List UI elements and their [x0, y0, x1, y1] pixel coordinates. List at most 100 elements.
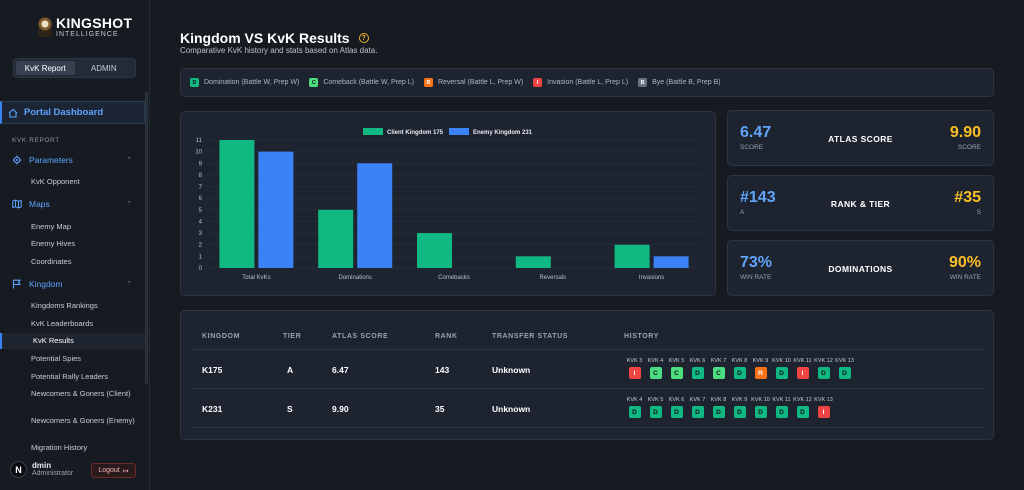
sidebar-group-parameters[interactable]: Parameters ⌃	[12, 155, 132, 165]
history-result-badge[interactable]: C	[712, 367, 725, 379]
enemy-rank: #35	[954, 189, 981, 206]
brand-subtitle: INTELLIGENCE	[56, 31, 119, 38]
help-icon[interactable]: ?	[358, 33, 369, 43]
home-icon	[8, 108, 18, 118]
sidebar-item-potential-spies[interactable]: Potential Spies	[31, 354, 82, 363]
history-kvk-label: KVK 3	[626, 358, 643, 364]
history-result-badge[interactable]: I	[817, 406, 830, 418]
history-result-badge[interactable]: I	[796, 367, 809, 379]
bar-client	[614, 244, 650, 268]
history-kvk-label: KVK 4	[626, 397, 643, 403]
brand-logo[interactable]: KINGSHOT INTELLIGENCE	[38, 16, 132, 38]
result-legend: D Domination (Battle W, Prep W) C Comeba…	[180, 68, 994, 97]
user-profile[interactable]: N dmin Administrator	[10, 461, 73, 478]
sidebar-item-newcomers-goners-enemy[interactable]: Newcomers & Goners (Enemy)	[31, 416, 135, 425]
legend-label: Reversal (Battle L, Prep W)	[437, 79, 524, 86]
history-entry: KVK 10 D	[750, 397, 771, 418]
sidebar-group-label: Parameters	[29, 155, 73, 165]
logout-button[interactable]: Logout ↦	[91, 463, 136, 478]
sidebar-item-coordinates[interactable]: Coordinates	[31, 257, 72, 266]
history-result-badge[interactable]: D	[712, 406, 725, 418]
history-entry: KVK 7 D	[687, 397, 708, 418]
history-kvk-label: KVK 9	[752, 358, 769, 364]
sidebar-item-kvk-leaderboards[interactable]: KvK Leaderboards	[31, 319, 94, 328]
sidebar-item-migration-history[interactable]: Migration History	[31, 443, 88, 452]
atlas-score-cell: 9.90	[332, 404, 349, 414]
bar-enemy	[357, 163, 393, 268]
column-header-rank: RANK	[435, 333, 458, 340]
legend-domination: D Domination (Battle W, Prep W)	[190, 78, 299, 87]
history-kvk-label: KVK 6	[689, 358, 706, 364]
enemy-tier: S	[976, 209, 981, 216]
sidebar-group-kingdom[interactable]: Kingdom ⌃	[12, 279, 132, 289]
history-entry: KVK 12 D	[813, 358, 834, 379]
mode-kvk-report-button[interactable]: KvK Report	[16, 61, 75, 75]
row-divider	[191, 427, 983, 428]
bar-client	[318, 209, 354, 268]
history-result-badge[interactable]: D	[670, 406, 683, 418]
history-entry: KVK 11 I	[792, 358, 813, 379]
history-result-badge[interactable]: D	[733, 367, 746, 379]
history-kvk-label: KVK 6	[668, 397, 685, 403]
history-result-badge[interactable]: D	[838, 367, 851, 379]
history-result-badge[interactable]: R	[754, 367, 767, 379]
legend-label: Comeback (Battle W, Prep L)	[323, 79, 414, 86]
history-result-badge[interactable]: D	[691, 406, 704, 418]
sidebar-item-kvk-opponent[interactable]: KvK Opponent	[31, 177, 80, 186]
column-header-kingdom: KINGDOM	[202, 333, 241, 340]
sidebar-item-enemy-hives[interactable]: Enemy Hives	[31, 239, 76, 248]
y-tick-label: 4	[199, 219, 203, 225]
history-result-badge[interactable]: D	[775, 406, 788, 418]
history-result-badge[interactable]: C	[649, 367, 662, 379]
history-result-badge[interactable]: D	[691, 367, 704, 379]
history-kvk-label: KVK 5	[668, 358, 685, 364]
history-result-badge[interactable]: D	[754, 406, 767, 418]
rank-cell: 143	[435, 365, 450, 375]
sidebar-item-kvk-results[interactable]: KvK Results	[0, 333, 145, 349]
history-result-badge[interactable]: D	[628, 406, 641, 418]
y-tick-label: 8	[199, 173, 203, 179]
sidebar-item-potential-rally-leaders[interactable]: Potential Rally Leaders	[31, 372, 109, 381]
history-result-badge[interactable]: D	[733, 406, 746, 418]
portal-dashboard-label: Portal Dashboard	[24, 107, 104, 118]
history-result-badge[interactable]: I	[628, 367, 641, 379]
transfer-status-cell: Unknown	[492, 365, 531, 375]
legend-label: Bye (Battle B, Prep B)	[652, 79, 721, 86]
logout-icon: ↦	[122, 467, 129, 475]
sidebar-item-kingdoms-rankings[interactable]: Kingdoms Rankings	[31, 301, 98, 310]
sidebar-item-enemy-map[interactable]: Enemy Map	[31, 222, 72, 231]
x-tick-label: Invasions	[639, 275, 664, 281]
sidebar-item-newcomers-goners-client[interactable]: Newcomers & Goners (Client)	[31, 389, 131, 398]
kingdom-comparison-table: KINGDOM TIER ATLAS SCORE RANK TRANSFER S…	[180, 310, 994, 440]
mode-admin-button[interactable]: ADMIN	[90, 63, 117, 73]
bar-enemy	[258, 151, 294, 268]
enemy-domination-rate: 90%	[948, 254, 981, 271]
crown-logo-icon	[38, 17, 52, 37]
portal-dashboard-link[interactable]: Portal Dashboard	[0, 101, 145, 124]
sidebar-scrollbar[interactable]	[145, 92, 148, 384]
client-domination-rate: 73%	[740, 254, 773, 271]
sidebar-group-maps[interactable]: Maps ⌃	[12, 199, 132, 209]
stat-sub-label: WIN RATE	[740, 274, 772, 281]
stat-sub-label: SCORE	[957, 144, 981, 151]
kvk-comparison-chart: 0 1 2 3 4 5 6 7 8 9 10 11 Total KvKs Dominations Comeb…	[195, 128, 701, 281]
atlas-score-card: 6.47 SCORE ATLAS SCORE 9.90 SCORE	[727, 110, 994, 166]
y-tick-label: 0	[199, 266, 203, 272]
y-tick-label: 1	[199, 254, 203, 260]
history-result-badge[interactable]: D	[775, 367, 788, 379]
stat-title: DOMINATIONS	[828, 264, 893, 274]
history-result-badge[interactable]: C	[670, 367, 683, 379]
history-result-badge[interactable]: D	[817, 367, 830, 379]
history-kvk-label: KVK 13	[814, 397, 833, 403]
history-kvk-label: KVK 10	[751, 397, 770, 403]
history-result-badge[interactable]: D	[796, 406, 809, 418]
history-kvk-label: KVK 13	[835, 358, 854, 364]
page-subtitle: Comparative KvK history and stats based …	[180, 46, 378, 55]
legend-invasion: I Invasion (Battle L, Prep L)	[533, 78, 628, 87]
logout-label: Logout	[98, 467, 120, 474]
bar-client	[417, 233, 452, 268]
stat-title: ATLAS SCORE	[828, 134, 893, 144]
client-rank: #143	[740, 189, 776, 206]
history-result-badge[interactable]: D	[649, 406, 662, 418]
history-kvk-label: KVK 4	[647, 358, 664, 364]
